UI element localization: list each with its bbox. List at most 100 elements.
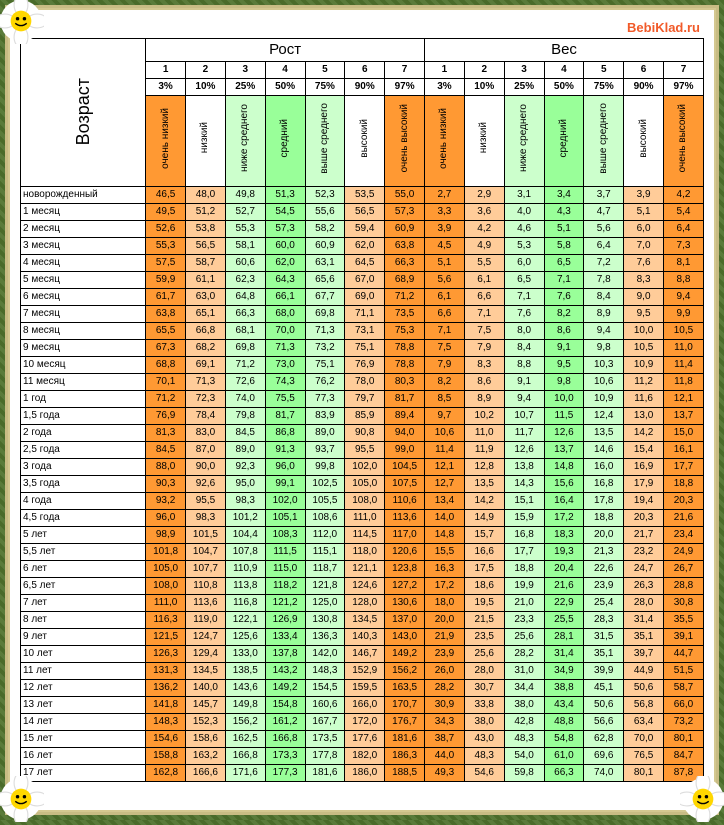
h-cell: 152,3 [186, 714, 226, 731]
h-cell: 134,5 [186, 663, 226, 680]
h-cell: 181,6 [305, 765, 345, 782]
h-cell: 61,1 [186, 272, 226, 289]
h-cell: 51,2 [186, 204, 226, 221]
w-cell: 13,4 [425, 493, 465, 510]
w-cell: 12,1 [425, 459, 465, 476]
h-cell: 140,3 [345, 629, 385, 646]
h-cell: 58,7 [186, 255, 226, 272]
w-cell: 38,8 [544, 680, 584, 697]
h-cell: 177,8 [305, 748, 345, 765]
age-cell: 1,5 года [21, 408, 146, 425]
h-cell: 122,1 [225, 612, 265, 629]
w-cell: 11,4 [663, 357, 703, 374]
col-num: 4 [265, 62, 305, 79]
pct: 75% [305, 79, 345, 96]
w-cell: 8,4 [584, 289, 624, 306]
age-cell: новорожденный [21, 187, 146, 204]
h-cell: 108,3 [265, 527, 305, 544]
age-cell: 8 месяц [21, 323, 146, 340]
age-cell: 6,5 лет [21, 578, 146, 595]
w-cell: 45,1 [584, 680, 624, 697]
w-cell: 9,5 [544, 357, 584, 374]
w-cell: 31,4 [544, 646, 584, 663]
h-cell: 58,2 [305, 221, 345, 238]
w-cell: 7,0 [624, 238, 664, 255]
w-cell: 18,3 [544, 527, 584, 544]
w-cell: 10,0 [544, 391, 584, 408]
h-cell: 107,8 [225, 544, 265, 561]
w-cell: 16,0 [584, 459, 624, 476]
h-cell: 105,0 [345, 476, 385, 493]
w-cell: 11,9 [464, 442, 504, 459]
h-cell: 63,1 [305, 255, 345, 272]
h-cell: 158,8 [146, 748, 186, 765]
age-cell: 4,5 года [21, 510, 146, 527]
w-cell: 3,3 [425, 204, 465, 221]
h-cell: 56,5 [345, 204, 385, 221]
h-cell: 101,5 [186, 527, 226, 544]
w-cell: 9,1 [544, 340, 584, 357]
h-cell: 73,1 [345, 323, 385, 340]
w-cell: 16,8 [584, 476, 624, 493]
w-cell: 35,1 [584, 646, 624, 663]
col-num: 7 [663, 62, 703, 79]
w-cell: 11,0 [464, 425, 504, 442]
h-cell: 98,3 [225, 493, 265, 510]
h-cell: 154,8 [265, 697, 305, 714]
col-num: 3 [504, 62, 544, 79]
cat-label: средний [265, 96, 305, 187]
w-cell: 58,7 [663, 680, 703, 697]
h-cell: 138,5 [225, 663, 265, 680]
h-cell: 130,8 [305, 612, 345, 629]
w-cell: 15,6 [544, 476, 584, 493]
h-cell: 57,5 [146, 255, 186, 272]
h-cell: 71,1 [345, 306, 385, 323]
w-cell: 14,0 [425, 510, 465, 527]
w-cell: 12,6 [544, 425, 584, 442]
w-cell: 20,0 [425, 612, 465, 629]
age-cell: 4 года [21, 493, 146, 510]
age-cell: 2 месяц [21, 221, 146, 238]
h-cell: 99,1 [265, 476, 305, 493]
h-cell: 110,8 [186, 578, 226, 595]
w-cell: 44,9 [624, 663, 664, 680]
age-cell: 8 лет [21, 612, 146, 629]
w-cell: 23,9 [425, 646, 465, 663]
h-cell: 79,7 [345, 391, 385, 408]
w-cell: 8,4 [504, 340, 544, 357]
w-cell: 61,0 [544, 748, 584, 765]
h-cell: 81,7 [385, 391, 425, 408]
w-cell: 48,3 [504, 731, 544, 748]
w-cell: 22,6 [584, 561, 624, 578]
w-cell: 3,9 [624, 187, 664, 204]
content-frame: BebiKlad.ru Возраст Рост Вес 12345671234… [8, 8, 716, 812]
h-cell: 52,3 [305, 187, 345, 204]
age-cell: 4 месяц [21, 255, 146, 272]
h-cell: 98,3 [186, 510, 226, 527]
w-cell: 5,6 [584, 221, 624, 238]
w-cell: 42,8 [504, 714, 544, 731]
w-cell: 13,5 [464, 476, 504, 493]
w-cell: 6,4 [584, 238, 624, 255]
w-cell: 17,9 [624, 476, 664, 493]
h-cell: 63,0 [186, 289, 226, 306]
h-cell: 77,3 [305, 391, 345, 408]
w-cell: 10,6 [425, 425, 465, 442]
h-cell: 104,4 [225, 527, 265, 544]
w-cell: 6,6 [425, 306, 465, 323]
h-cell: 55,6 [305, 204, 345, 221]
w-cell: 5,5 [464, 255, 504, 272]
w-cell: 30,8 [663, 595, 703, 612]
w-cell: 10,9 [584, 391, 624, 408]
w-cell: 21,6 [544, 578, 584, 595]
h-cell: 154,5 [305, 680, 345, 697]
w-cell: 16,4 [544, 493, 584, 510]
pct: 97% [663, 79, 703, 96]
w-cell: 20,0 [584, 527, 624, 544]
h-cell: 58,1 [225, 238, 265, 255]
w-cell: 15,9 [504, 510, 544, 527]
h-cell: 69,1 [186, 357, 226, 374]
h-cell: 96,0 [265, 459, 305, 476]
h-cell: 116,3 [146, 612, 186, 629]
h-cell: 68,2 [186, 340, 226, 357]
